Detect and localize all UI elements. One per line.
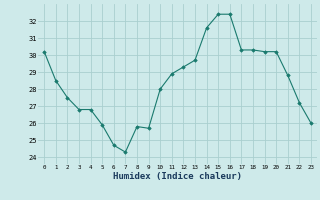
X-axis label: Humidex (Indice chaleur): Humidex (Indice chaleur): [113, 172, 242, 181]
